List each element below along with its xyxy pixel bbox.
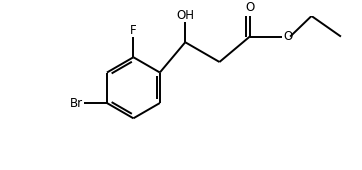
Text: O: O — [245, 1, 254, 14]
Text: OH: OH — [176, 8, 194, 22]
Text: O: O — [283, 30, 292, 43]
Text: F: F — [130, 24, 137, 37]
Text: Br: Br — [70, 97, 83, 109]
